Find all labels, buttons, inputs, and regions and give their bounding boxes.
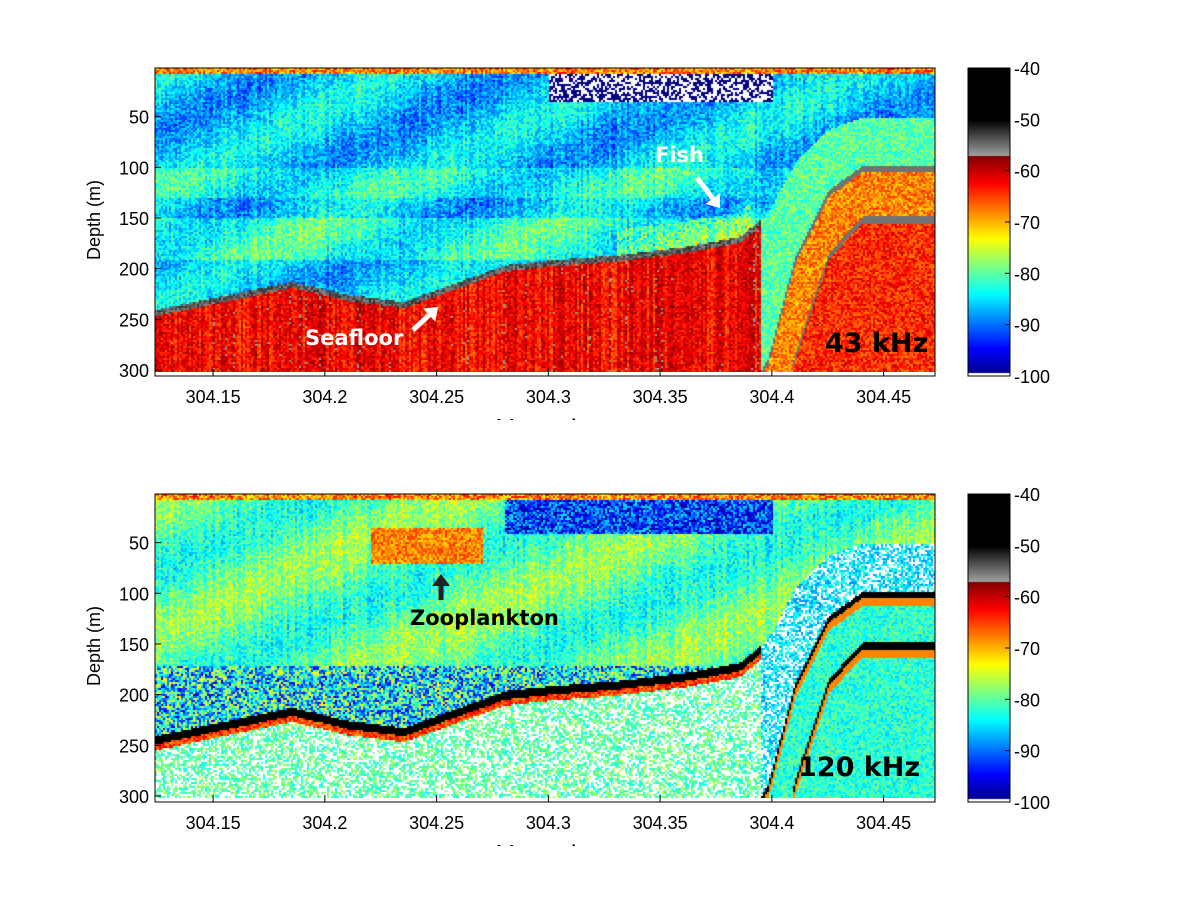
plot-frame: [154, 493, 936, 803]
x-tick-label: 304.2: [302, 813, 347, 833]
plot-frame: [154, 67, 936, 377]
colorbar-tick-label: -70: [1014, 213, 1040, 233]
x-tick-label: 304.15: [186, 813, 241, 833]
seafloor-arrow-icon: [423, 307, 438, 322]
y-tick-label: 300: [119, 787, 149, 807]
x-tick-label: 304.25: [409, 387, 464, 407]
x-axis-label: Year day: [496, 841, 608, 846]
panel-120khz: 304.15 304.2 304.25 304.3 304.35 304.4 304.45 5…: [0, 426, 1200, 846]
colorbar-tick-label: -80: [1014, 690, 1040, 710]
annotation-zooplankton: Zooplankton: [410, 606, 559, 630]
colorbar-tick-label: -40: [1014, 59, 1040, 79]
fish-arrow-icon: [705, 193, 720, 208]
colorbar-tick-label: -60: [1014, 588, 1040, 608]
echogram-43khz: [155, 68, 935, 372]
y-tick-label: 50: [129, 108, 149, 128]
x-tick-label: 304.3: [526, 813, 571, 833]
x-tick-label: 304.35: [633, 387, 688, 407]
annotation-fish: Fish: [655, 143, 704, 167]
y-tick-label: 250: [119, 310, 149, 330]
colorbar-43khz: [968, 68, 1010, 376]
panel-label-120khz: 120 kHz: [798, 752, 921, 783]
y-tick-label: 200: [119, 686, 149, 706]
panel-43khz: 304.15 304.2 304.25 304.3 304.35 304.4 304.45 5…: [0, 0, 1200, 420]
seafloor-arrow-icon-shaft: [411, 313, 431, 332]
x-tick-label: 304.2: [302, 387, 347, 407]
colorbar-tick-label: -90: [1014, 742, 1040, 762]
x-tick-label: 304.4: [749, 387, 794, 407]
panel-label-43khz: 43 kHz: [825, 328, 929, 359]
colorbar-frame: [967, 67, 1011, 377]
colorbar-tick-label: -60: [1014, 162, 1040, 182]
colorbar-120khz: [968, 494, 1010, 802]
x-tick-label: 304.35: [633, 813, 688, 833]
y-tick-label: 150: [119, 209, 149, 229]
x-axis-label: Year day: [496, 415, 608, 420]
colorbar-tick-label: -80: [1014, 264, 1040, 284]
y-tick-label: 100: [119, 158, 149, 178]
y-tick-label: 200: [119, 260, 149, 280]
x-tick-label: 304.3: [526, 387, 571, 407]
y-tick-label: 100: [119, 584, 149, 604]
colorbar-tick-label: -50: [1014, 536, 1040, 556]
axes-120khz: 304.15 304.2 304.25 304.3 304.35 304.4 304.45 5…: [84, 485, 1050, 846]
colorbar-tick-label: -90: [1014, 316, 1040, 336]
zooplankton-arrow-icon: [432, 574, 450, 586]
y-tick-label: 250: [119, 736, 149, 756]
y-tick-label: 50: [129, 534, 149, 554]
y-axis-label: Depth (m): [84, 606, 104, 686]
axes-43khz: 304.15 304.2 304.25 304.3 304.35 304.4 304.45 5…: [84, 59, 1050, 420]
colorbar-tick-label: -100: [1014, 793, 1050, 813]
x-tick-label: 304.45: [856, 387, 911, 407]
echogram-120khz: [155, 494, 935, 798]
x-tick-label: 304.4: [749, 813, 794, 833]
annotation-seafloor: Seafloor: [305, 326, 404, 350]
x-tick-label: 304.25: [409, 813, 464, 833]
colorbar-tick-label: -40: [1014, 485, 1040, 505]
y-axis-label: Depth (m): [84, 180, 104, 260]
colorbar-tick-label: -70: [1014, 639, 1040, 659]
fish-arrow-icon-shaft: [695, 176, 715, 200]
y-tick-label: 300: [119, 361, 149, 381]
colorbar-frame: [967, 493, 1011, 803]
x-tick-label: 304.45: [856, 813, 911, 833]
colorbar-tick-label: -50: [1014, 110, 1040, 130]
y-tick-label: 150: [119, 635, 149, 655]
x-tick-label: 304.15: [186, 387, 241, 407]
colorbar-tick-label: -100: [1014, 367, 1050, 387]
